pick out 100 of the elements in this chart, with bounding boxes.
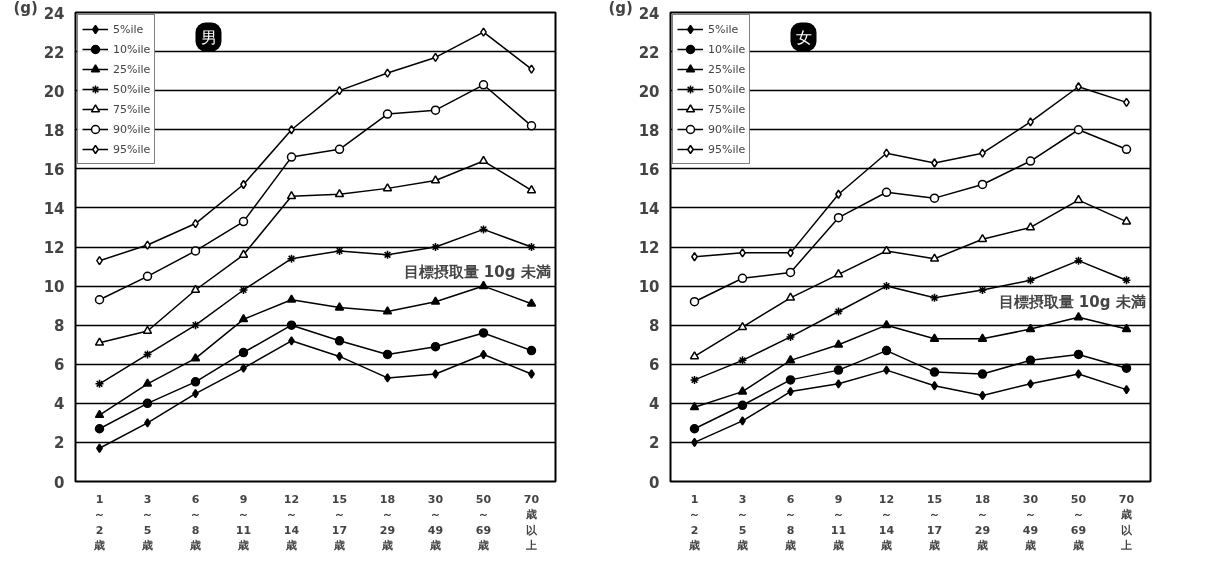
point xyxy=(785,267,796,278)
x-tick-label: 1～2歳 xyxy=(93,492,105,553)
point xyxy=(689,424,700,434)
x-tick-label: 9～11歳 xyxy=(830,492,847,553)
point xyxy=(737,400,748,411)
point xyxy=(737,386,748,395)
point xyxy=(286,190,297,200)
point xyxy=(286,320,297,330)
point xyxy=(384,68,391,78)
y-tick-label: 16 xyxy=(638,160,660,179)
legend-label: 90%ile xyxy=(113,121,151,137)
point xyxy=(334,336,345,346)
legend-label: 75%ile xyxy=(708,101,746,117)
legend-label: 50%ile xyxy=(708,81,746,97)
y-tick-label: 8 xyxy=(649,317,660,336)
y-tick-label: 2 xyxy=(54,434,65,453)
point xyxy=(1027,379,1034,389)
point xyxy=(785,292,796,301)
point xyxy=(1073,349,1084,360)
y-tick-label: 22 xyxy=(43,43,65,62)
point xyxy=(142,378,153,387)
point xyxy=(286,152,297,162)
y-tick-label: 6 xyxy=(54,356,65,375)
point xyxy=(238,249,249,258)
point xyxy=(478,224,489,235)
x-tick-label: 12～14歳 xyxy=(878,492,895,553)
point xyxy=(739,248,746,258)
y-axis-title: (g) xyxy=(608,0,633,17)
point xyxy=(689,401,700,411)
point xyxy=(929,333,940,342)
point xyxy=(1121,144,1132,155)
point xyxy=(929,293,940,303)
x-tick-label: 1～2歳 xyxy=(688,492,700,553)
point xyxy=(1025,222,1036,231)
point xyxy=(1027,117,1034,127)
point xyxy=(288,125,295,135)
point xyxy=(1073,311,1084,321)
y-tick-label: 14 xyxy=(43,199,65,218)
point xyxy=(480,27,487,37)
legend-label: 75%ile xyxy=(113,101,151,117)
legend-label: 5%ile xyxy=(113,21,144,37)
point xyxy=(286,253,297,264)
point xyxy=(382,306,393,315)
y-tick-label: 4 xyxy=(649,395,660,414)
x-tick-label: 18～29歳 xyxy=(974,492,991,553)
point xyxy=(881,345,892,356)
point xyxy=(977,179,988,190)
point xyxy=(835,379,842,389)
annotation: 目標摂取量 10g 未満 xyxy=(998,292,1146,311)
point xyxy=(478,155,489,165)
point xyxy=(1073,194,1084,204)
y-tick-label: 20 xyxy=(638,82,660,101)
x-tick-label: 15～17歳 xyxy=(926,492,943,553)
x-tick-label: 9～11歳 xyxy=(235,492,252,553)
point xyxy=(739,416,746,426)
point xyxy=(190,353,201,362)
point xyxy=(382,183,393,192)
point xyxy=(1121,363,1132,373)
point xyxy=(833,339,844,348)
point xyxy=(144,240,151,250)
point xyxy=(142,271,153,282)
point xyxy=(977,369,988,379)
point xyxy=(526,121,537,131)
point xyxy=(238,347,249,358)
point xyxy=(94,409,105,419)
point xyxy=(94,379,105,389)
point xyxy=(238,216,249,227)
point xyxy=(833,212,844,223)
point xyxy=(833,268,844,278)
point xyxy=(142,325,153,335)
y-tick-label: 4 xyxy=(54,395,65,414)
point xyxy=(384,373,391,383)
point xyxy=(528,369,535,379)
text: 女 xyxy=(795,27,812,47)
point xyxy=(478,80,489,90)
point xyxy=(526,242,537,252)
x-tick-label: 30～49歳 xyxy=(1022,492,1039,553)
point xyxy=(142,349,153,360)
point xyxy=(240,363,247,373)
legend-label: 95%ile xyxy=(708,141,746,157)
point xyxy=(432,369,439,379)
point xyxy=(1121,323,1132,333)
point xyxy=(785,375,796,385)
point xyxy=(835,189,842,199)
x-tick-label: 50～69歳 xyxy=(1070,492,1087,553)
point xyxy=(526,298,537,307)
point xyxy=(190,320,201,330)
point xyxy=(526,345,537,356)
point xyxy=(929,253,940,262)
y-tick-label: 2 xyxy=(649,434,660,453)
point xyxy=(977,333,988,342)
y-tick-label: 12 xyxy=(638,239,660,257)
point xyxy=(430,242,441,252)
point xyxy=(478,280,489,290)
point xyxy=(382,250,393,260)
point xyxy=(737,273,748,284)
point xyxy=(883,365,890,375)
x-tick-label: 18～29歳 xyxy=(379,492,396,553)
point xyxy=(1073,255,1084,266)
y-tick-label: 22 xyxy=(638,43,660,62)
